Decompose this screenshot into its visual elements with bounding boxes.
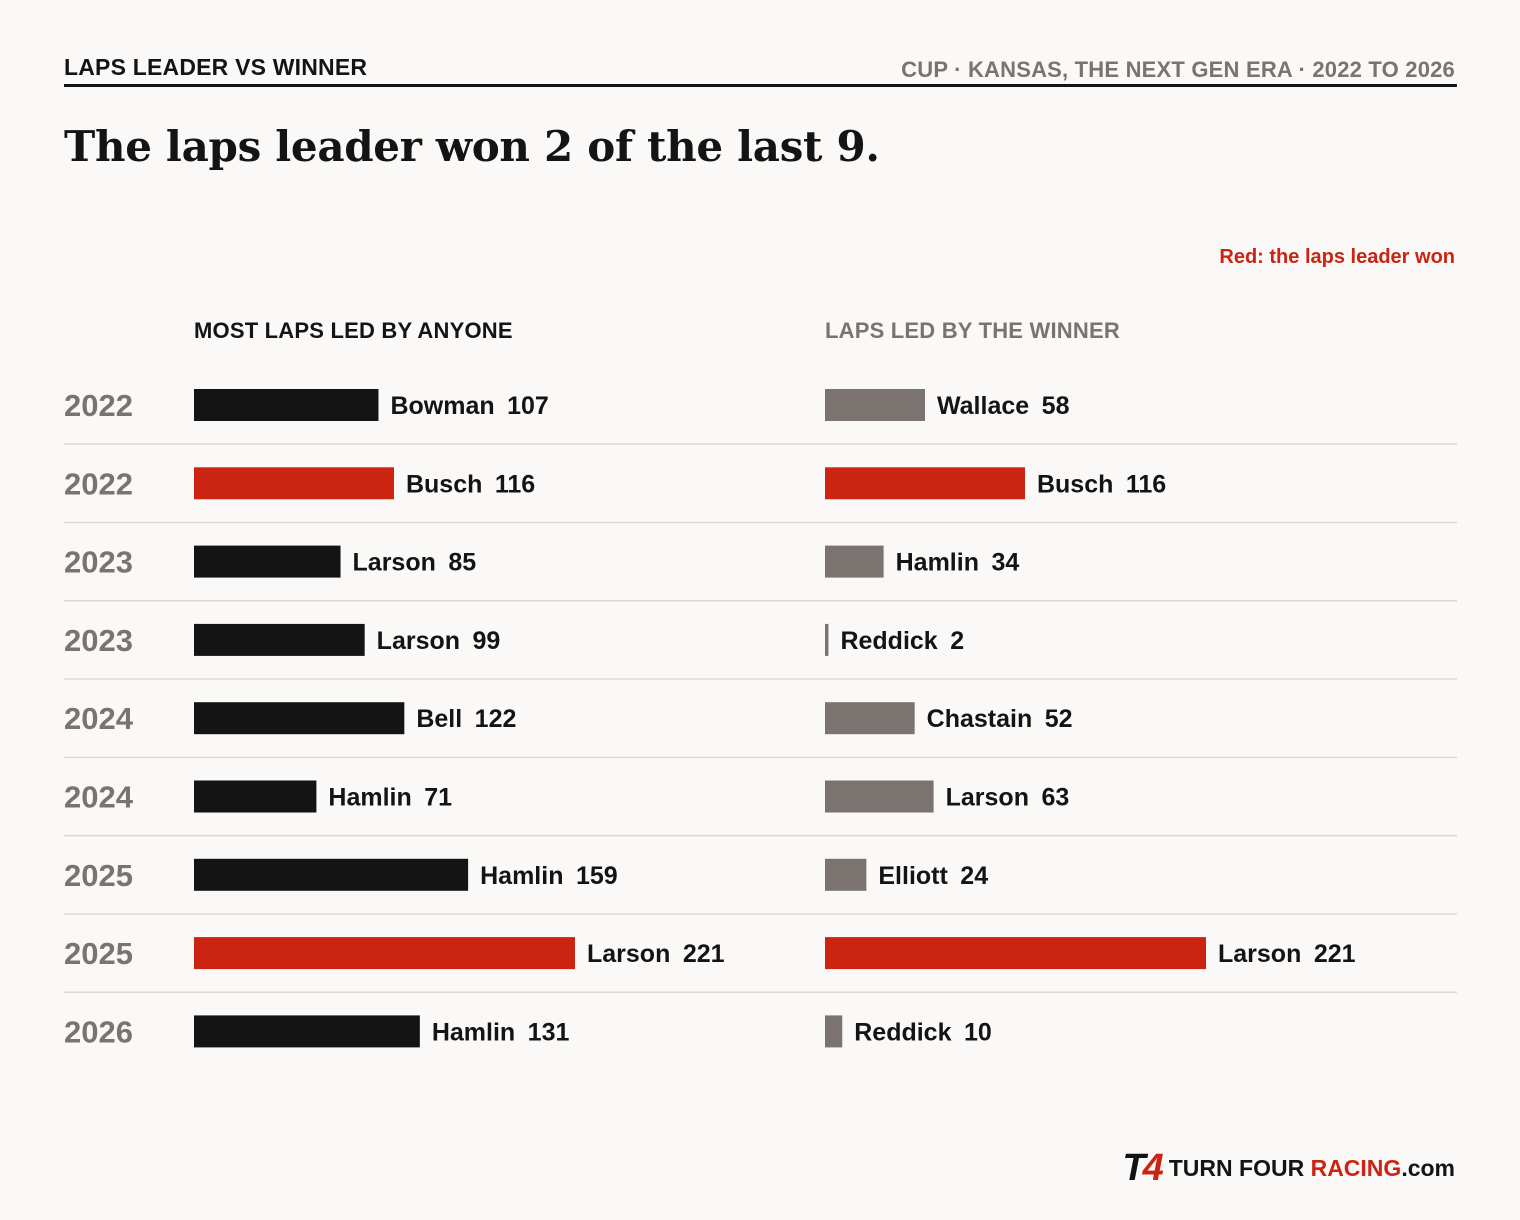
color-note: Red: the laps leader won (1219, 246, 1455, 268)
leader-label: Hamlin 71 (328, 784, 452, 812)
row-3: 2023 Larson 85 Hamlin 34 (64, 545, 1457, 602)
winner-bar (825, 545, 884, 578)
headline: The laps leader won 2 of the last 9. (64, 122, 880, 171)
winner-bar (825, 780, 934, 813)
winner-label: Chastain 52 (927, 705, 1073, 733)
winner-bar (825, 467, 1025, 500)
winner-bar (825, 937, 1206, 970)
leader-label: Larson 85 (353, 549, 477, 577)
winner-bar (825, 1015, 843, 1048)
row-8: 2025 Larson 221 Larson 221 (64, 936, 1457, 993)
year-label: 2025 (64, 858, 133, 893)
leader-label: Bowman 107 (390, 392, 548, 420)
leader-label: Larson 221 (587, 940, 725, 968)
leader-label: Busch 116 (406, 470, 535, 498)
leader-bar (194, 702, 405, 735)
winner-bar (825, 389, 925, 421)
row-7: 2025 Hamlin 159 Elliott 24 (64, 858, 1457, 915)
leader-bar (194, 545, 341, 578)
year-label: 2024 (64, 780, 134, 815)
winner-bar (825, 858, 867, 891)
winner-label: Larson 221 (1218, 940, 1356, 968)
year-label: 2026 (64, 1014, 133, 1049)
brand-name: TURN FOUR RACING.com (1168, 1154, 1455, 1181)
row-2: 2022 Busch 116 Busch 116 (64, 466, 1457, 524)
chart-kicker: LAPS LEADER VS WINNER (64, 54, 368, 80)
brand-logo: T4 TURN FOUR RACING.com (1122, 1148, 1455, 1188)
leader-label: Hamlin 131 (432, 1018, 570, 1046)
row-5: 2024 Bell 122 Chastain 52 (64, 701, 1457, 759)
leader-bar (194, 467, 394, 500)
leader-bar (194, 858, 469, 891)
winner-label: Wallace 58 (937, 392, 1070, 420)
leader-label: Larson 99 (377, 627, 501, 655)
top-rule (64, 84, 1457, 87)
year-label: 2024 (64, 701, 134, 736)
leader-bar (194, 389, 379, 421)
leader-label: Bell 122 (416, 705, 516, 733)
winner-label: Busch 116 (1037, 470, 1166, 498)
leader-bar (194, 1015, 420, 1048)
leader-label: Hamlin 159 (480, 862, 618, 890)
winner-bar (825, 702, 915, 735)
winner-label: Elliott 24 (878, 862, 988, 890)
row-4: 2023 Larson 99 Reddick 2 (64, 623, 1457, 680)
year-label: 2023 (64, 545, 133, 580)
leader-bar (194, 623, 365, 656)
winner-label: Reddick 10 (854, 1018, 992, 1046)
winner-label: Reddick 2 (840, 627, 964, 655)
chart-meta: CUP · KANSAS, THE NEXT GEN ERA · 2022 TO… (901, 57, 1455, 82)
leader-bar (194, 937, 575, 970)
year-label: 2025 (64, 936, 133, 971)
row-1: 2022 Bowman 107 Wallace 58 (64, 388, 1457, 445)
year-label: 2022 (64, 466, 133, 501)
winner-label: Hamlin 34 (896, 549, 1020, 577)
row-9: 2026 Hamlin 131 Reddick 10 (64, 1014, 992, 1049)
column-head-leader: MOST LAPS LED BY ANYONE (194, 318, 513, 343)
brand-mark: T4 (1122, 1147, 1163, 1189)
winner-bar (825, 623, 829, 656)
year-label: 2022 (64, 388, 133, 423)
winner-label: Larson 63 (946, 784, 1070, 812)
column-head-winner: LAPS LED BY THE WINNER (825, 318, 1120, 343)
row-6: 2024 Hamlin 71 Larson 63 (64, 780, 1457, 837)
leader-bar (194, 780, 317, 813)
year-label: 2023 (64, 623, 133, 658)
